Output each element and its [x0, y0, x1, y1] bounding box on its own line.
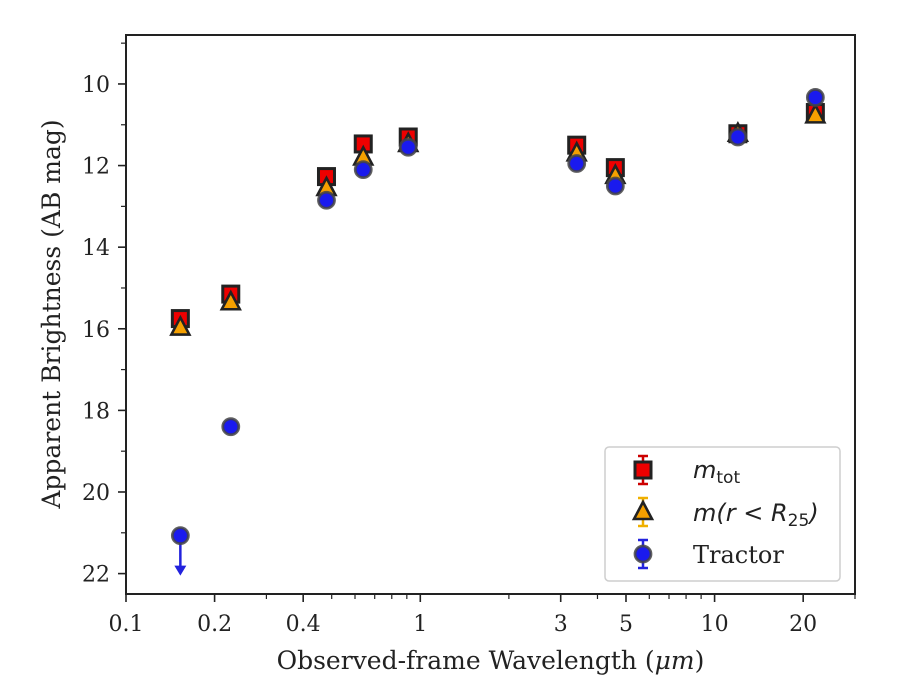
- x-tick-label: 0.1: [109, 612, 144, 637]
- data-point: [219, 289, 242, 311]
- series-circle: [170, 88, 825, 576]
- x-tick-label: 0.2: [197, 612, 232, 637]
- x-tick-label: 1: [413, 612, 427, 637]
- legend-marker: [633, 460, 653, 480]
- data-point: [221, 417, 241, 437]
- data-point: [804, 102, 827, 124]
- legend-label-tractor: Tractor: [693, 541, 784, 569]
- legend-label-mr25: m(r < R25): [693, 499, 819, 531]
- x-axis-label: Observed-frame Wavelength (μm): [277, 646, 705, 675]
- y-tick-label: 16: [82, 318, 110, 343]
- y-tick-label: 14: [82, 236, 110, 261]
- x-tick-label: 20: [789, 612, 817, 637]
- y-tick-label: 22: [82, 563, 110, 588]
- upper-limit-arrow-head: [174, 565, 187, 576]
- y-tick-label: 10: [82, 73, 110, 98]
- legend-symbols: [631, 454, 655, 570]
- axis-ticks: 0.1 0.2 0.4 1 3 5 10 20 10 12 14 16 18 20 22: [82, 42, 856, 637]
- legend-marker: [633, 544, 653, 564]
- legend-marker: [631, 499, 655, 521]
- y-tick-label: 20: [82, 481, 110, 506]
- data-point: [398, 137, 418, 157]
- data-marks: [169, 88, 827, 576]
- data-point: [353, 160, 373, 180]
- data-point: [805, 88, 825, 107]
- legend-label-mtot: mtot: [693, 456, 740, 488]
- y-tick-label: 12: [82, 155, 110, 180]
- data-point: [728, 127, 748, 147]
- x-tick-label: 5: [619, 612, 633, 637]
- plot-frame: [125, 34, 856, 595]
- data-point: [605, 176, 625, 196]
- legend: mtot m(r < R25) Tractor: [604, 446, 841, 582]
- data-point: [169, 314, 192, 336]
- data-point: [170, 526, 190, 546]
- legend-box: [604, 446, 841, 582]
- data-point: [567, 154, 587, 173]
- x-tick-label: 3: [554, 612, 568, 637]
- data-point: [317, 190, 336, 210]
- y-tick-label: 18: [82, 399, 110, 424]
- x-tick-label: 0.4: [286, 612, 321, 637]
- y-axis-label: Apparent Brightness (AB mag): [37, 119, 66, 509]
- x-tick-label: 10: [701, 612, 729, 637]
